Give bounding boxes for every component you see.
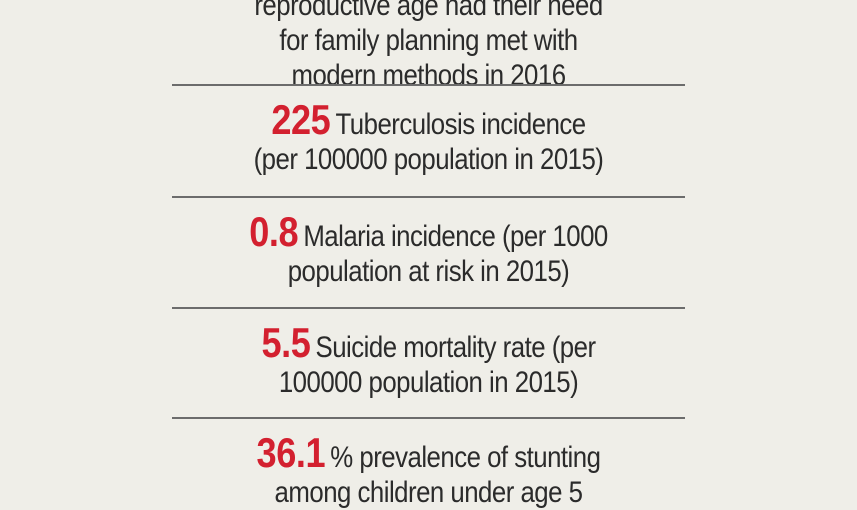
stat-value: 0.8 [249, 208, 299, 255]
stat-detail: 100000 population in 2015) [278, 366, 579, 399]
stat-value: 5.5 [261, 319, 311, 366]
divider-3 [172, 307, 685, 309]
intro-line-3: modern methods in 2016 [291, 59, 566, 92]
stat-tuberculosis: 225 Tuberculosis incidence (per 100000 po… [172, 99, 685, 177]
stat-label: Tuberculosis incidence [335, 108, 586, 141]
stat-headline: 5.5 Suicide mortality rate (per [208, 322, 649, 365]
stat-headline: 225 Tuberculosis incidence [208, 99, 649, 142]
stat-headline: 36.1% prevalence of stunting [208, 432, 649, 475]
stat-malaria: 0.8 Malaria incidence (per 1000 populatio… [172, 211, 685, 289]
divider-1 [172, 84, 685, 86]
stat-label: Suicide mortality rate (per [315, 331, 597, 364]
stat-detail: (per 100000 population in 2015) [253, 143, 604, 176]
stat-detail: among children under age 5 [274, 476, 583, 509]
stat-stunting: 36.1% prevalence of stunting among child… [172, 432, 685, 510]
intro-line-2: for family planning met with [279, 24, 578, 57]
stat-label: Malaria incidence (per 1000 [303, 220, 608, 253]
stat-label: % prevalence of stunting [330, 441, 601, 474]
intro-stat-text: reproductive age had their need for fami… [172, 0, 685, 93]
stat-headline: 0.8 Malaria incidence (per 1000 [208, 211, 649, 254]
divider-4 [172, 417, 685, 419]
stat-suicide: 5.5 Suicide mortality rate (per 100000 po… [172, 322, 685, 400]
stat-value: 225 [271, 96, 331, 143]
divider-2 [172, 196, 685, 198]
intro-line-1: reproductive age had their need [254, 0, 603, 22]
stat-detail: population at risk in 2015) [287, 255, 570, 288]
stat-value: 36.1 [256, 429, 326, 476]
